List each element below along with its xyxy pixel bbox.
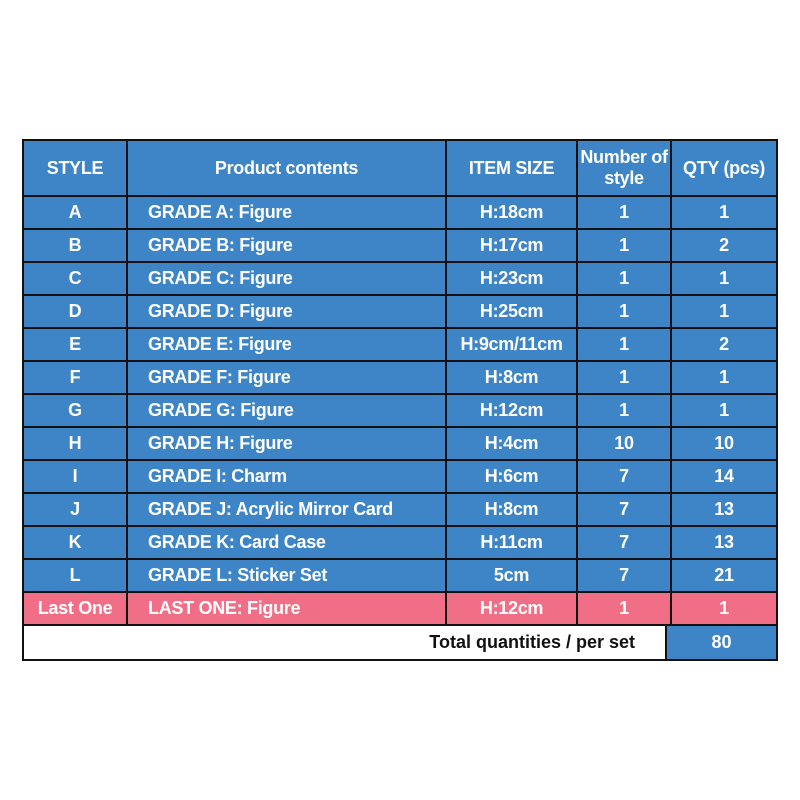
cell-size: H:18cm xyxy=(447,197,576,228)
cell-style: Last One xyxy=(24,593,126,624)
cell-qty: 14 xyxy=(672,461,776,492)
table-header: STYLE Product contents ITEM SIZE Number … xyxy=(24,141,776,195)
cell-product: GRADE F: Figure xyxy=(128,362,445,393)
cell-size: H:17cm xyxy=(447,230,576,261)
table-row: K GRADE K: Card Case H:11cm 7 13 xyxy=(24,527,776,558)
cell-qty: 1 xyxy=(672,197,776,228)
cell-size: H:11cm xyxy=(447,527,576,558)
cell-product: GRADE A: Figure xyxy=(128,197,445,228)
product-table: STYLE Product contents ITEM SIZE Number … xyxy=(22,139,778,661)
cell-style: A xyxy=(24,197,126,228)
cell-number-of-style: 1 xyxy=(578,329,670,360)
cell-style: L xyxy=(24,560,126,591)
cell-qty: 1 xyxy=(672,593,776,624)
cell-qty: 2 xyxy=(672,329,776,360)
cell-size: H:12cm xyxy=(447,395,576,426)
cell-style: G xyxy=(24,395,126,426)
cell-product: LAST ONE: Figure xyxy=(128,593,445,624)
cell-number-of-style: 1 xyxy=(578,263,670,294)
cell-qty: 1 xyxy=(672,263,776,294)
total-row: Total quantities / per set 80 xyxy=(24,626,776,659)
cell-qty: 10 xyxy=(672,428,776,459)
cell-number-of-style: 1 xyxy=(578,593,670,624)
cell-number-of-style: 1 xyxy=(578,296,670,327)
cell-style: F xyxy=(24,362,126,393)
table-row: H GRADE H: Figure H:4cm 10 10 xyxy=(24,428,776,459)
total-value: 80 xyxy=(667,626,776,659)
cell-number-of-style: 1 xyxy=(578,362,670,393)
cell-style: B xyxy=(24,230,126,261)
cell-number-of-style: 7 xyxy=(578,461,670,492)
cell-product: GRADE B: Figure xyxy=(128,230,445,261)
cell-number-of-style: 1 xyxy=(578,197,670,228)
cell-qty: 13 xyxy=(672,494,776,525)
cell-product: GRADE K: Card Case xyxy=(128,527,445,558)
cell-product: GRADE H: Figure xyxy=(128,428,445,459)
header-number-of-style: Number of style xyxy=(578,141,670,195)
header-style: STYLE xyxy=(24,141,126,195)
cell-size: H:9cm/11cm xyxy=(447,329,576,360)
cell-product: GRADE L: Sticker Set xyxy=(128,560,445,591)
table-row: C GRADE C: Figure H:23cm 1 1 xyxy=(24,263,776,294)
table-row: G GRADE G: Figure H:12cm 1 1 xyxy=(24,395,776,426)
cell-product: GRADE J: Acrylic Mirror Card xyxy=(128,494,445,525)
cell-size: H:8cm xyxy=(447,494,576,525)
table-row: J GRADE J: Acrylic Mirror Card H:8cm 7 13 xyxy=(24,494,776,525)
cell-size: H:8cm xyxy=(447,362,576,393)
cell-qty: 21 xyxy=(672,560,776,591)
header-qty: QTY (pcs) xyxy=(672,141,776,195)
cell-style: K xyxy=(24,527,126,558)
cell-product: GRADE D: Figure xyxy=(128,296,445,327)
table-row: I GRADE I: Charm H:6cm 7 14 xyxy=(24,461,776,492)
table-row: F GRADE F: Figure H:8cm 1 1 xyxy=(24,362,776,393)
table-row: A GRADE A: Figure H:18cm 1 1 xyxy=(24,197,776,228)
cell-number-of-style: 7 xyxy=(578,527,670,558)
cell-product: GRADE E: Figure xyxy=(128,329,445,360)
cell-product: GRADE G: Figure xyxy=(128,395,445,426)
table-row: D GRADE D: Figure H:25cm 1 1 xyxy=(24,296,776,327)
cell-qty: 1 xyxy=(672,296,776,327)
cell-style: H xyxy=(24,428,126,459)
cell-size: H:23cm xyxy=(447,263,576,294)
cell-qty: 13 xyxy=(672,527,776,558)
cell-size: H:4cm xyxy=(447,428,576,459)
cell-size: H:6cm xyxy=(447,461,576,492)
cell-qty: 2 xyxy=(672,230,776,261)
cell-number-of-style: 7 xyxy=(578,560,670,591)
table-row: E GRADE E: Figure H:9cm/11cm 1 2 xyxy=(24,329,776,360)
table-row-last-one: Last One LAST ONE: Figure H:12cm 1 1 xyxy=(24,593,776,624)
header-item-size: ITEM SIZE xyxy=(447,141,576,195)
cell-number-of-style: 10 xyxy=(578,428,670,459)
cell-style: I xyxy=(24,461,126,492)
cell-size: H:25cm xyxy=(447,296,576,327)
cell-qty: 1 xyxy=(672,395,776,426)
cell-product: GRADE C: Figure xyxy=(128,263,445,294)
table-row: B GRADE B: Figure H:17cm 1 2 xyxy=(24,230,776,261)
table-row: L GRADE L: Sticker Set 5cm 7 21 xyxy=(24,560,776,591)
cell-style: C xyxy=(24,263,126,294)
cell-number-of-style: 7 xyxy=(578,494,670,525)
cell-number-of-style: 1 xyxy=(578,230,670,261)
cell-size: 5cm xyxy=(447,560,576,591)
cell-style: D xyxy=(24,296,126,327)
cell-qty: 1 xyxy=(672,362,776,393)
cell-size: H:12cm xyxy=(447,593,576,624)
header-product-contents: Product contents xyxy=(128,141,445,195)
total-label: Total quantities / per set xyxy=(24,626,665,659)
cell-product: GRADE I: Charm xyxy=(128,461,445,492)
cell-number-of-style: 1 xyxy=(578,395,670,426)
cell-style: J xyxy=(24,494,126,525)
cell-style: E xyxy=(24,329,126,360)
